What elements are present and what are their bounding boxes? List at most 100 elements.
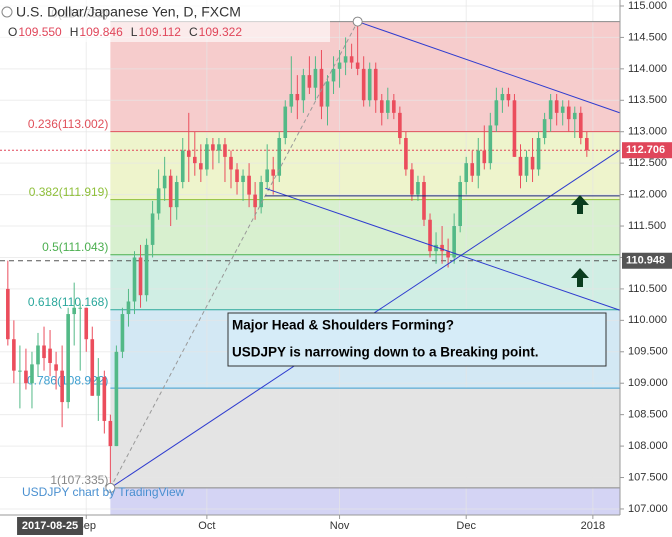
x-tick-label: Dec [456, 520, 476, 532]
candle-body [488, 125, 493, 164]
candle-body [186, 150, 191, 157]
ohlc-key: C [189, 25, 198, 39]
candle-body [247, 175, 251, 195]
header-bg [0, 0, 330, 42]
symbol-icon [1, 6, 13, 18]
anchor-point [105, 482, 116, 493]
fib-zone [110, 131, 620, 200]
candle-body [156, 188, 161, 214]
candle-body [18, 370, 22, 372]
candle-body [512, 100, 517, 157]
axis-bg [0, 515, 672, 537]
candle-body [446, 251, 450, 258]
candle-body [337, 62, 342, 69]
candle-body [102, 376, 107, 421]
fib-zone [110, 388, 620, 488]
fib-zone [110, 487, 620, 515]
candle-body [235, 169, 239, 183]
candle-body [518, 156, 523, 176]
crosshair-label: 2017-08-25 [22, 520, 78, 532]
candle-body [24, 370, 28, 384]
y-tick-label: 112.000 [628, 189, 667, 201]
candle-body [96, 376, 101, 396]
candle-body [54, 364, 58, 371]
arrow-icon [571, 268, 589, 287]
candle-body [355, 62, 360, 69]
candle-body [331, 68, 336, 82]
candle-body [578, 112, 583, 139]
candle-body [205, 144, 209, 170]
candle-body [253, 194, 257, 208]
candle-body [30, 364, 34, 384]
candle-body [42, 345, 46, 359]
candle-body [223, 144, 227, 157]
candle-body [530, 156, 535, 170]
price-tag-label: 110.948 [626, 255, 665, 267]
candle-body [259, 182, 263, 208]
candle-body [150, 213, 155, 245]
fib-zone [110, 199, 620, 255]
candle-body [126, 301, 131, 315]
candle-body [72, 307, 76, 315]
candle-body [470, 163, 475, 176]
y-tick-label: 113.500 [628, 94, 667, 106]
candle-body [319, 68, 324, 107]
candle-body [12, 339, 16, 371]
candle-body [271, 169, 276, 176]
ohlc-value: 109.846 [79, 25, 123, 39]
ohlc-value: 109.112 [138, 25, 181, 39]
candle-body [416, 182, 420, 195]
candle-body [211, 144, 215, 151]
price-tag-label: 112.706 [626, 144, 665, 156]
candle-body [325, 81, 330, 107]
candle-body [548, 100, 553, 120]
x-tick-label: 2018 [581, 520, 605, 532]
candle-body [307, 75, 312, 88]
candle-body [144, 244, 149, 296]
y-tick-label: 112.500 [628, 157, 667, 169]
fib-label: 0.236(113.002) [28, 117, 109, 131]
candle-body [114, 351, 119, 447]
candle-body [289, 93, 294, 107]
candle-body [585, 138, 589, 151]
x-tick-label: Nov [330, 520, 350, 532]
fib-zone [110, 254, 620, 310]
anchor-point [352, 16, 363, 27]
candle-body [482, 150, 487, 164]
candle-body [440, 244, 444, 252]
candle-body [162, 175, 167, 189]
annotation-box [227, 312, 607, 367]
y-tick-label: 108.000 [628, 440, 668, 452]
arrow-icon [571, 195, 589, 214]
watermark: USDJPY chart by TradingView [22, 485, 185, 499]
candle-body [199, 163, 203, 170]
price-tag [622, 142, 672, 159]
candle-body [36, 345, 40, 365]
candle-body [410, 169, 414, 195]
candle-body [361, 68, 366, 101]
candle-body [572, 112, 577, 120]
y-tick-label: 111.500 [628, 220, 666, 232]
candle-body [464, 163, 469, 183]
ohlc-key: O [8, 25, 17, 39]
candle-body [229, 156, 233, 170]
ohlc-value: 109.550 [18, 25, 62, 39]
candle-body [349, 56, 354, 63]
candle-body [560, 106, 565, 113]
candle-body [458, 182, 462, 227]
candle-body [428, 219, 432, 252]
candle-body [385, 100, 390, 113]
candle-body [241, 175, 245, 183]
candle-body [168, 175, 173, 208]
candle-body [392, 100, 396, 113]
annotation-text: Major Head & Shoulders Forming? [232, 318, 454, 333]
candle-body [78, 307, 83, 309]
crosshair-tag [17, 517, 84, 535]
candle-body [524, 156, 529, 176]
annotation-text: USDJPY is narrowing down to a Breaking p… [232, 345, 539, 360]
candle-body [277, 138, 282, 176]
trend-line [357, 21, 621, 114]
candle-body [6, 288, 10, 340]
